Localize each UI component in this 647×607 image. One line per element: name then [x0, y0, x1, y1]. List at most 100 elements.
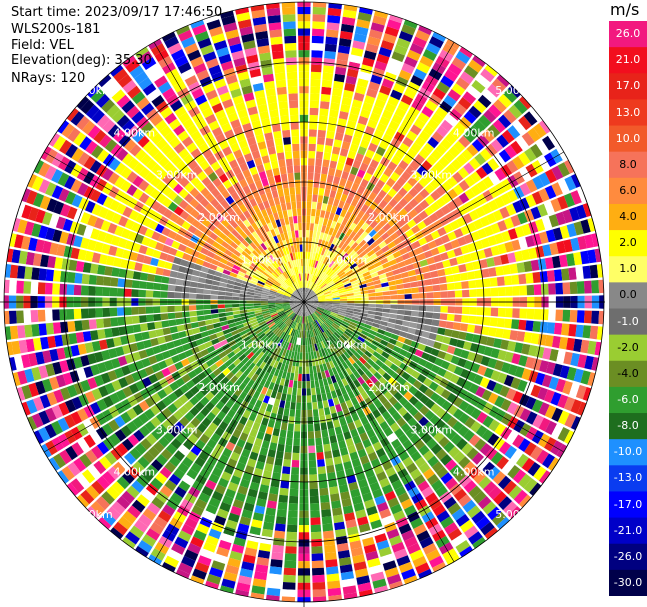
- velocity-gate: [277, 152, 285, 161]
- velocity-gate: [405, 428, 416, 439]
- velocity-gate: [332, 293, 340, 297]
- velocity-gate: [239, 293, 247, 298]
- velocity-gate: [378, 273, 387, 280]
- velocity-gate: [307, 251, 311, 260]
- velocity-gate: [353, 225, 361, 234]
- velocity-gate: [353, 370, 361, 379]
- velocity-gate: [566, 253, 576, 267]
- velocity-gate: [281, 315, 288, 321]
- velocity-gate: [85, 104, 100, 119]
- velocity-gate: [254, 290, 262, 294]
- velocity-gate: [164, 461, 177, 473]
- velocity-gate: [483, 225, 494, 237]
- velocity-gate: [82, 331, 92, 342]
- velocity-gate: [185, 267, 194, 275]
- velocity-gate: [18, 250, 28, 265]
- velocity-gate: [521, 457, 535, 472]
- velocity-gate: [181, 305, 190, 312]
- velocity-gate: [388, 318, 396, 324]
- velocity-gate: [338, 557, 352, 566]
- velocity-gate: [101, 423, 114, 436]
- velocity-gate: [454, 469, 467, 483]
- velocity-gate: [345, 287, 353, 292]
- velocity-gate: [292, 445, 300, 454]
- velocity-gate: [379, 385, 388, 395]
- velocity-gate: [261, 294, 269, 298]
- velocity-gate: [334, 73, 346, 83]
- velocity-gate: [306, 381, 311, 389]
- velocity-gate: [305, 287, 308, 295]
- velocity-gate: [330, 272, 337, 279]
- velocity-gate: [59, 139, 72, 155]
- velocity-gate: [262, 312, 270, 317]
- velocity-gate: [432, 284, 441, 292]
- velocity-gate: [35, 380, 46, 395]
- velocity-gate: [340, 334, 348, 342]
- velocity-gate: [383, 381, 393, 391]
- velocity-gate: [439, 252, 449, 261]
- velocity-gate: [225, 214, 234, 224]
- velocity-gate: [487, 358, 498, 369]
- velocity-gate: [103, 318, 112, 328]
- velocity-gate: [431, 277, 440, 285]
- velocity-gate: [324, 211, 331, 220]
- velocity-gate: [277, 266, 284, 274]
- velocity-gate: [307, 307, 313, 315]
- velocity-gate: [342, 585, 357, 595]
- velocity-gate: [293, 322, 297, 330]
- velocity-gate: [243, 219, 251, 228]
- velocity-gate: [25, 251, 35, 266]
- velocity-gate: [293, 282, 298, 290]
- velocity-gate: [552, 363, 563, 377]
- velocity-gate: [164, 555, 179, 568]
- velocity-gate: [357, 582, 372, 592]
- velocity-gate: [45, 182, 57, 197]
- velocity-gate: [389, 14, 403, 24]
- velocity-gate: [317, 295, 325, 299]
- velocity-gate: [216, 46, 230, 58]
- velocity-gate: [191, 219, 201, 229]
- velocity-gate: [387, 96, 400, 107]
- velocity-gate: [120, 425, 133, 438]
- velocity-gate: [482, 176, 494, 189]
- velocity-gate: [269, 324, 277, 330]
- velocity-gate: [136, 253, 145, 263]
- velocity-gate: [278, 321, 285, 328]
- velocity-gate: [217, 335, 226, 342]
- velocity-gate: [227, 351, 236, 359]
- velocity-gate: [203, 289, 212, 295]
- velocity-gate: [233, 285, 241, 290]
- velocity-gate: [312, 574, 325, 583]
- velocity-gate: [386, 64, 400, 76]
- velocity-gate: [266, 230, 273, 239]
- velocity-gate: [134, 149, 147, 162]
- velocity-gate: [338, 38, 352, 47]
- velocity-gate: [502, 264, 511, 275]
- velocity-gate: [416, 165, 428, 177]
- velocity-gate: [475, 386, 486, 398]
- velocity-gate: [559, 336, 568, 350]
- velocity-gate: [239, 115, 251, 126]
- velocity-gate: [322, 331, 329, 339]
- velocity-gate: [330, 343, 337, 351]
- velocity-gate: [367, 249, 375, 257]
- velocity-gate: [306, 308, 309, 316]
- velocity-gate: [304, 302, 311, 304]
- velocity-gate: [285, 289, 293, 295]
- velocity-gate: [126, 408, 138, 420]
- velocity-gate: [87, 239, 97, 251]
- velocity-gate: [437, 327, 446, 336]
- velocity-gate: [153, 313, 162, 322]
- velocity-gate: [323, 152, 331, 161]
- velocity-gate: [434, 237, 444, 247]
- velocity-gate: [174, 312, 183, 319]
- velocity-gate: [234, 370, 243, 379]
- velocity-gate: [175, 216, 185, 227]
- velocity-gate: [319, 263, 325, 271]
- velocity-gate: [175, 377, 185, 388]
- velocity-gate: [251, 120, 262, 130]
- velocity-gate: [178, 394, 189, 405]
- velocity-gate: [439, 100, 453, 113]
- velocity-gate: [125, 531, 140, 545]
- velocity-gate: [365, 207, 374, 217]
